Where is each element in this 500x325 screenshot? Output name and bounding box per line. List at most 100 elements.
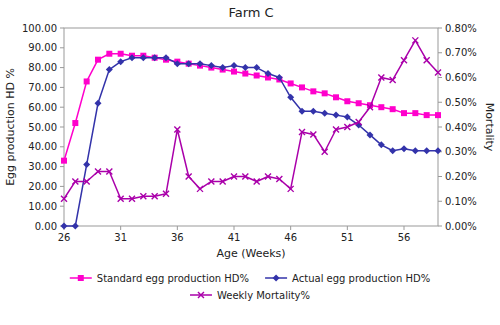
point — [95, 100, 102, 107]
title: Farm C — [228, 5, 273, 20]
y2-axis-label: Mortality — [483, 103, 496, 152]
point — [367, 131, 374, 138]
plot-frame — [64, 28, 438, 226]
y2-tick — [438, 28, 442, 29]
x-tick — [234, 226, 235, 230]
legend-item: Standard egg production HD% — [70, 273, 249, 284]
point — [401, 145, 408, 152]
x-tick — [347, 226, 348, 230]
point — [344, 98, 350, 104]
y2-tick — [438, 52, 442, 53]
point — [310, 131, 316, 137]
point — [83, 161, 90, 168]
point — [378, 104, 384, 110]
point — [321, 110, 328, 117]
point — [299, 84, 305, 90]
x-tick-label: 36 — [171, 232, 184, 243]
legend-label: Weekly Mortality% — [217, 290, 310, 301]
point — [186, 61, 192, 67]
y2-tick — [438, 77, 442, 78]
y-tick — [60, 107, 64, 108]
legend-item: Actual egg production HD% — [265, 273, 430, 284]
y-tick-label: 90.00 — [28, 42, 57, 53]
y-tick-label: 60.00 — [28, 102, 57, 113]
point — [106, 169, 112, 175]
point — [254, 178, 260, 184]
x-tick-label: 26 — [58, 232, 71, 243]
point — [390, 77, 396, 83]
point — [276, 176, 282, 182]
y-tick — [60, 166, 64, 167]
y2-tick — [438, 127, 442, 128]
y-tick-label: 0.00 — [35, 221, 57, 232]
point — [220, 178, 226, 184]
point — [140, 54, 147, 61]
y2-tick-label: 0.70% — [445, 47, 477, 58]
legend-marker — [273, 275, 280, 282]
point — [186, 174, 192, 180]
point — [344, 114, 351, 121]
y2-tick — [438, 176, 442, 177]
point — [140, 193, 146, 199]
y-tick — [60, 206, 64, 207]
point — [265, 70, 272, 77]
x-tick-label: 31 — [114, 232, 127, 243]
axes: 263136414651560.0010.0020.0030.0040.0050… — [4, 23, 496, 261]
y-tick-label: 70.00 — [28, 82, 57, 93]
point — [367, 104, 373, 110]
point — [185, 60, 192, 67]
point — [242, 174, 248, 180]
point — [378, 141, 385, 148]
y2-tick-label: 0.10% — [445, 196, 477, 207]
point — [208, 62, 215, 69]
point — [401, 57, 407, 63]
point — [72, 178, 78, 184]
y-tick — [60, 146, 64, 147]
y2-tick-label: 0.30% — [445, 146, 477, 157]
point — [231, 62, 238, 69]
point — [95, 57, 101, 63]
point — [95, 169, 101, 175]
legend-label: Standard egg production HD% — [97, 273, 249, 284]
point — [424, 57, 430, 63]
y-tick — [60, 87, 64, 88]
point — [287, 94, 294, 101]
y-tick-label: 10.00 — [28, 201, 57, 212]
point — [333, 126, 339, 132]
point — [84, 78, 90, 84]
point — [242, 71, 248, 77]
point — [276, 74, 283, 81]
series — [61, 54, 442, 229]
y2-tick-label: 0.40% — [445, 122, 477, 133]
point — [310, 108, 317, 115]
point — [389, 147, 396, 154]
point — [435, 147, 442, 154]
point — [197, 186, 203, 192]
point — [253, 64, 260, 71]
y2-tick-label: 0.60% — [445, 72, 477, 83]
point — [390, 106, 396, 112]
point — [72, 120, 78, 126]
y2-tick-label: 0.50% — [445, 97, 477, 108]
point — [151, 54, 158, 61]
series-line — [64, 58, 438, 226]
y-tick-label: 100.00 — [22, 23, 57, 34]
point — [163, 191, 169, 197]
point — [117, 58, 124, 65]
point — [242, 64, 249, 71]
plot-data — [61, 37, 442, 229]
x-tick-label: 56 — [398, 232, 411, 243]
x-tick-label: 41 — [228, 232, 241, 243]
point — [423, 147, 430, 154]
legend-item: Weekly Mortality% — [190, 290, 310, 301]
x-tick — [404, 226, 405, 230]
point — [231, 174, 237, 180]
point — [106, 66, 113, 73]
point — [288, 80, 294, 86]
y2-tick — [438, 201, 442, 202]
point — [435, 112, 441, 118]
point — [174, 60, 181, 67]
y2-tick-label: 0.20% — [445, 171, 477, 182]
point — [412, 147, 419, 154]
x-tick-label: 51 — [341, 232, 354, 243]
